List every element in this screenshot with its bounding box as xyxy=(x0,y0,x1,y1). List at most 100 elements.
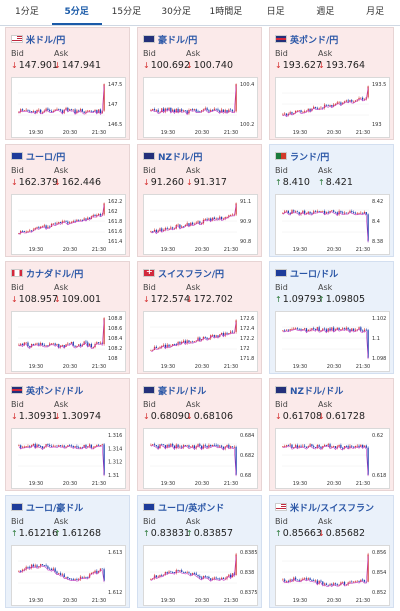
candle-body xyxy=(298,580,300,581)
arrow-down-icon: ↓ xyxy=(318,61,325,70)
tab-5[interactable]: 日足 xyxy=(266,7,285,17)
ask-label: Ask xyxy=(186,166,201,175)
ask-value: 193.764 xyxy=(325,60,365,71)
currency-card[interactable]: ランド/円 Bid Ask ↑8.410 ↑8.421 8.42 8.4 8.38 19:30 2… xyxy=(269,144,394,257)
arrow-down-icon: ↓ xyxy=(54,412,61,421)
candle-body xyxy=(300,212,302,215)
pair-name[interactable]: ユーロ/豪ドル xyxy=(26,503,84,514)
candle-body xyxy=(181,109,183,112)
tab-6[interactable]: 週足 xyxy=(316,7,335,17)
currency-card[interactable]: 米ドル/円 Bid Ask ↓147.901 ↓147.941 147.5 147 146.5… xyxy=(5,27,130,140)
candle-body xyxy=(347,446,349,448)
card-header: 英ポンド/円 xyxy=(275,33,339,46)
candle-body xyxy=(320,580,322,582)
mini-chart[interactable]: 100.4 100.2 19:30 20:30 21:30 xyxy=(143,77,258,138)
tab-7[interactable]: 月足 xyxy=(366,7,385,17)
pair-name[interactable]: 英ポンド/円 xyxy=(290,35,339,46)
pair-name[interactable]: 米ドル/スイスフラン xyxy=(290,503,375,514)
tab-2[interactable]: 15分足 xyxy=(111,7,142,17)
y-tick-label: 1.613 xyxy=(108,550,122,556)
mini-chart[interactable]: 0.62 0.618 19:30 20:30 21:30 xyxy=(275,428,390,489)
mini-chart[interactable]: 1.613 1.612 19:30 20:30 21:30 xyxy=(11,545,126,606)
currency-card[interactable]: ユーロ/ドル Bid Ask ↑1.09793 ↑1.09805 1.102 1.1 1.09… xyxy=(269,261,394,374)
currency-card[interactable]: NZドル/円 Bid Ask ↓91.260 ↓91.317 91.1 90.9 90.8 19… xyxy=(137,144,262,257)
candle-body xyxy=(72,579,74,581)
candle-body xyxy=(222,577,225,579)
moving-average-line xyxy=(282,555,369,588)
candle-body xyxy=(230,109,232,111)
mini-chart[interactable]: 172.6 172.4 172.2 172 171.8 19:30 20:30 21:30 xyxy=(143,311,258,372)
mini-chart[interactable]: 193.5 193 19:30 20:30 21:30 xyxy=(275,77,390,138)
mini-chart[interactable]: 0.8385 0.838 0.8375 19:30 20:30 21:30 xyxy=(143,545,258,606)
pair-name[interactable]: 豪ドル/ドル xyxy=(158,386,207,397)
mini-chart[interactable]: 8.42 8.4 8.38 19:30 20:30 21:30 xyxy=(275,194,390,255)
y-tick-label: 0.8375 xyxy=(240,590,257,596)
x-tick-label: 19:30 xyxy=(29,247,43,253)
currency-card[interactable]: 豪ドル/ドル Bid Ask ↓0.68090 ↓0.68106 0.684 0.682 0.… xyxy=(137,378,262,491)
candle-body xyxy=(49,568,51,570)
mini-chart[interactable]: 108.8 108.6 108.4 108.2 108 19:30 20:30 21:30 xyxy=(11,311,126,372)
y-tick-label: 8.38 xyxy=(372,239,383,245)
tab-1[interactable]: 5分足 xyxy=(51,0,102,25)
candle-body xyxy=(230,215,232,216)
candle-body xyxy=(193,223,196,225)
currency-card[interactable]: カナダドル/円 Bid Ask ↓108.957 ↓109.001 108.8 108.6 1… xyxy=(5,261,130,374)
prices: ↓0.61708 ↓0.61728 xyxy=(275,411,393,423)
pair-name[interactable]: ユーロ/英ポンド xyxy=(158,503,225,514)
tab-4[interactable]: 1時間足 xyxy=(209,7,243,17)
candle-body xyxy=(220,445,223,447)
candle-body xyxy=(85,341,87,343)
pair-name[interactable]: NZドル/ドル xyxy=(290,386,344,397)
currency-card[interactable]: 豪ドル/円 Bid Ask ↓100.692 ↓100.740 100.4 100.2 19:… xyxy=(137,27,262,140)
mini-chart[interactable]: 91.1 90.9 90.8 19:30 20:30 21:30 xyxy=(143,194,258,255)
candle-body xyxy=(351,211,353,213)
candle-body xyxy=(49,109,51,112)
mini-chart[interactable]: 147.5 147 146.5 19:30 20:30 21:30 xyxy=(11,77,126,138)
pair-name[interactable]: 米ドル/円 xyxy=(26,35,66,46)
mini-chart[interactable]: 1.316 1.314 1.312 1.31 19:30 20:30 21:30 xyxy=(11,428,126,489)
currency-card[interactable]: 米ドル/スイスフラン Bid Ask ↑0.85663 ↓0.85682 0.856 0.8… xyxy=(269,495,394,608)
candle-body xyxy=(47,444,49,446)
currency-card[interactable]: 英ポンド/ドル Bid Ask ↓1.30931 ↓1.30974 1.316 1.314 1… xyxy=(5,378,130,491)
candle-body xyxy=(184,340,186,344)
pair-name[interactable]: スイスフラン/円 xyxy=(158,269,225,280)
currency-card[interactable]: 英ポンド/円 Bid Ask ↓193.627 ↓193.764 193.5 193 19:3… xyxy=(269,27,394,140)
currency-card[interactable]: NZドル/ドル Bid Ask ↓0.61708 ↓0.61728 0.62 0.618 19… xyxy=(269,378,394,491)
pair-name[interactable]: ユーロ/ドル xyxy=(290,269,339,280)
pair-name[interactable]: NZドル/円 xyxy=(158,152,203,163)
candle-body xyxy=(92,110,94,112)
candle-body xyxy=(351,100,353,102)
tab-3[interactable]: 30分足 xyxy=(161,7,191,17)
currency-card[interactable]: スイスフラン/円BidAsk↓172.574↓172.702172.6172.4… xyxy=(137,261,262,374)
pair-name[interactable]: カナダドル/円 xyxy=(26,269,84,280)
tab-0[interactable]: 1分足 xyxy=(15,7,39,17)
candle-body xyxy=(327,444,329,446)
mini-chart[interactable]: 1.102 1.1 1.098 19:30 20:30 21:30 xyxy=(275,311,390,372)
mini-chart[interactable]: 0.684 0.682 0.68 19:30 20:30 21:30 xyxy=(143,428,258,489)
candle-body xyxy=(230,446,232,448)
x-tick-label: 21:30 xyxy=(224,247,238,253)
currency-card[interactable]: ユーロ/円 Bid Ask ↓162.379 ↓162.446 162.2 162 161.8… xyxy=(5,144,130,257)
bid-ask-labels: Bid Ask xyxy=(275,49,332,58)
pair-name[interactable]: 豪ドル/円 xyxy=(158,35,198,46)
pair-name[interactable]: 英ポンド/ドル xyxy=(26,386,84,397)
pair-name[interactable]: ランド/円 xyxy=(290,152,330,163)
candle-body xyxy=(59,109,62,111)
currency-card[interactable]: ユーロ/豪ドル Bid Ask ↑1.61216 ↑1.61268 1.613 1.612 1… xyxy=(5,495,130,608)
candle-body xyxy=(182,226,185,228)
pair-name[interactable]: ユーロ/円 xyxy=(26,152,66,163)
currency-card[interactable]: ユーロ/英ポンド Bid Ask ↑0.83831 ↑0.83857 0.8385 0.83… xyxy=(137,495,262,608)
mini-chart[interactable]: 162.2 162 161.8 161.6 161.4 19:30 20:30 21:30 xyxy=(11,194,126,255)
arrow-down-icon: ↓ xyxy=(186,412,193,421)
y-tick-label: 162 xyxy=(108,209,118,215)
us-flag-icon xyxy=(275,503,287,511)
candle-body xyxy=(347,212,349,214)
moving-average-line xyxy=(18,565,105,583)
candle-body xyxy=(190,341,192,343)
candle-body xyxy=(294,577,297,580)
y-tick-label: 146.5 xyxy=(108,122,122,128)
mini-chart[interactable]: 0.856 0.854 0.852 19:30 20:30 21:30 xyxy=(275,545,390,606)
y-tick-label: 108.6 xyxy=(108,326,122,332)
candle-body xyxy=(329,328,331,331)
candle-body xyxy=(284,113,286,115)
